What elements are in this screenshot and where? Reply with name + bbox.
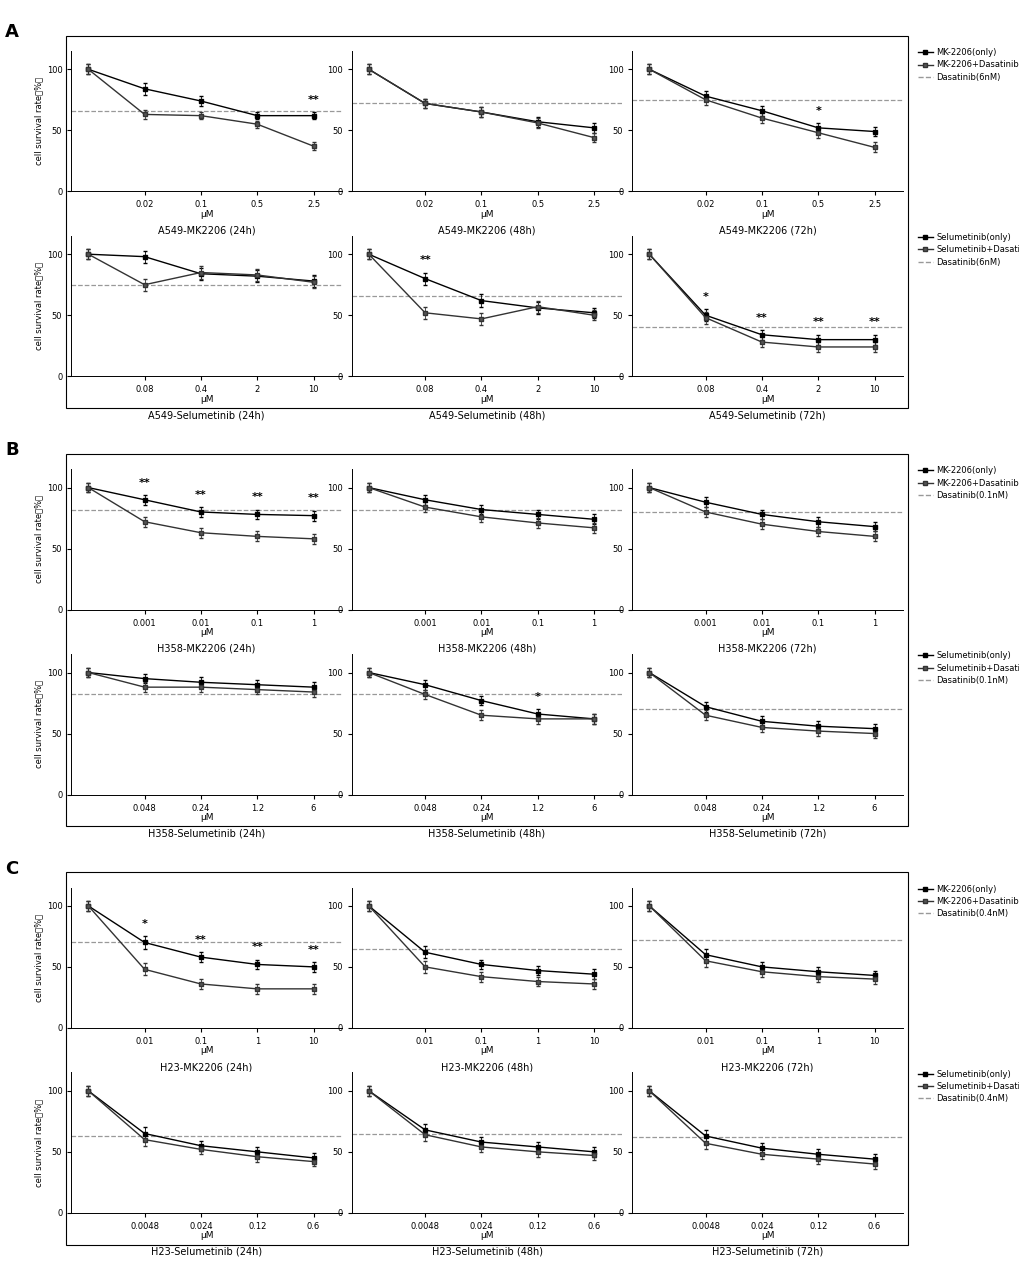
- Text: A549-MK2206 (72h): A549-MK2206 (72h): [718, 225, 815, 236]
- Text: B: B: [5, 441, 18, 459]
- Text: A: A: [5, 23, 19, 41]
- Text: *: *: [702, 292, 708, 302]
- Legend: Selumetinib(only), Selumetinib+Dasatinib(6nM), Dasatinib(6nM): Selumetinib(only), Selumetinib+Dasatinib…: [917, 233, 1019, 266]
- Y-axis label: cell survival rate（%）: cell survival rate（%）: [35, 913, 44, 1001]
- Text: **: **: [811, 317, 823, 327]
- Text: μM: μM: [760, 1231, 773, 1240]
- Text: H358-MK2206 (72h): H358-MK2206 (72h): [717, 643, 816, 654]
- Y-axis label: cell survival rate（%）: cell survival rate（%）: [35, 262, 44, 350]
- Text: H358-Selumetinib (24h): H358-Selumetinib (24h): [148, 828, 265, 838]
- Text: **: **: [251, 492, 263, 502]
- Text: H23-MK2206 (24h): H23-MK2206 (24h): [160, 1063, 253, 1071]
- Text: μM: μM: [480, 1046, 493, 1055]
- Text: A549-MK2206 (48h): A549-MK2206 (48h): [438, 225, 535, 236]
- Text: *: *: [142, 919, 148, 929]
- Text: **: **: [308, 945, 319, 954]
- Text: **: **: [308, 94, 319, 104]
- Text: μM: μM: [200, 395, 213, 404]
- Y-axis label: cell survival rate（%）: cell survival rate（%）: [35, 1098, 44, 1187]
- Text: μM: μM: [480, 210, 493, 219]
- Text: **: **: [755, 312, 767, 322]
- Text: μM: μM: [200, 628, 213, 637]
- Text: **: **: [195, 489, 207, 499]
- Text: μM: μM: [480, 628, 493, 637]
- Text: μM: μM: [480, 813, 493, 822]
- Text: H23-Selumetinib (24h): H23-Selumetinib (24h): [151, 1247, 262, 1257]
- Legend: Selumetinib(only), Selumetinib+Dasatinib(0.4nM), Dasatinib(0.4nM): Selumetinib(only), Selumetinib+Dasatinib…: [917, 1070, 1019, 1103]
- Text: H23-Selumetinib (48h): H23-Selumetinib (48h): [431, 1247, 542, 1257]
- Legend: MK-2206(only), MK-2206+Dasatinib(6nM), Dasatinib(6nM): MK-2206(only), MK-2206+Dasatinib(6nM), D…: [917, 48, 1019, 82]
- Text: H358-MK2206 (48h): H358-MK2206 (48h): [437, 643, 536, 654]
- Y-axis label: cell survival rate（%）: cell survival rate（%）: [35, 680, 44, 768]
- Legend: Selumetinib(only), Selumetinib+Dasatinib(0.1nM), Dasatinib(0.1nM): Selumetinib(only), Selumetinib+Dasatinib…: [917, 651, 1019, 685]
- Text: **: **: [251, 943, 263, 952]
- Text: **: **: [868, 317, 879, 327]
- Text: H23-Selumetinib (72h): H23-Selumetinib (72h): [711, 1247, 822, 1257]
- Text: **: **: [139, 478, 151, 488]
- Legend: MK-2206(only), MK-2206+Dasatinib(0.4nM), Dasatinib(0.4nM): MK-2206(only), MK-2206+Dasatinib(0.4nM),…: [917, 884, 1019, 919]
- Text: A549-MK2206 (24h): A549-MK2206 (24h): [158, 225, 255, 236]
- Y-axis label: cell survival rate（%）: cell survival rate（%）: [35, 76, 44, 166]
- Text: μM: μM: [480, 395, 493, 404]
- Text: **: **: [195, 935, 207, 945]
- Text: μM: μM: [760, 395, 773, 404]
- Text: H358-Selumetinib (72h): H358-Selumetinib (72h): [708, 828, 825, 838]
- Text: **: **: [419, 255, 431, 265]
- Text: μM: μM: [760, 628, 773, 637]
- Text: H358-Selumetinib (48h): H358-Selumetinib (48h): [428, 828, 545, 838]
- Text: *: *: [534, 692, 540, 702]
- Text: μM: μM: [200, 813, 213, 822]
- Text: μM: μM: [200, 1046, 213, 1055]
- Text: C: C: [5, 860, 18, 878]
- Text: μM: μM: [760, 813, 773, 822]
- Text: A549-Selumetinib (72h): A549-Selumetinib (72h): [708, 410, 825, 420]
- Text: H23-MK2206 (48h): H23-MK2206 (48h): [440, 1063, 533, 1071]
- Text: μM: μM: [760, 210, 773, 219]
- Text: μM: μM: [200, 210, 213, 219]
- Text: μM: μM: [200, 1231, 213, 1240]
- Text: H358-MK2206 (24h): H358-MK2206 (24h): [157, 643, 256, 654]
- Text: A549-Selumetinib (48h): A549-Selumetinib (48h): [428, 410, 545, 420]
- Text: μM: μM: [480, 1231, 493, 1240]
- Y-axis label: cell survival rate（%）: cell survival rate（%）: [35, 496, 44, 583]
- Text: A549-Selumetinib (24h): A549-Selumetinib (24h): [148, 410, 265, 420]
- Text: H23-MK2206 (72h): H23-MK2206 (72h): [720, 1063, 813, 1071]
- Legend: MK-2206(only), MK-2206+Dasatinib(0.1nM), Dasatinib(0.1nM): MK-2206(only), MK-2206+Dasatinib(0.1nM),…: [917, 466, 1019, 501]
- Text: **: **: [308, 493, 319, 503]
- Text: μM: μM: [760, 1046, 773, 1055]
- Text: *: *: [814, 106, 820, 116]
